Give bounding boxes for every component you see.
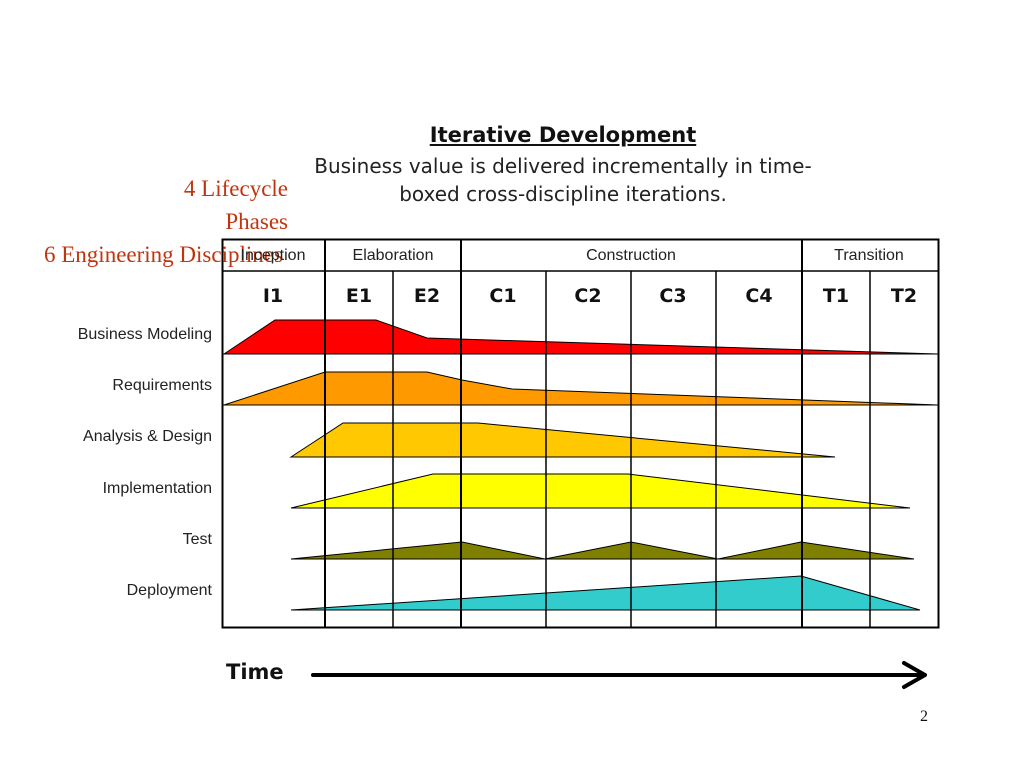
time-arrow-head-icon xyxy=(902,661,927,689)
phase-label-inception: Inception xyxy=(241,247,306,264)
iteration-label-t1: T1 xyxy=(823,285,849,307)
engineering-disciplines-note: 6 Engineering Disciplines xyxy=(44,242,283,267)
diagram-title: Iterative Development xyxy=(429,123,697,147)
phase-label-elaboration: Elaboration xyxy=(353,247,434,264)
page-number: 2 xyxy=(920,708,928,725)
grid-frame xyxy=(221,238,940,629)
iteration-label-c2: C2 xyxy=(574,285,601,307)
diagram-subtitle: Business value is delivered incrementall… xyxy=(314,154,812,206)
iteration-label-t2: T2 xyxy=(891,285,917,307)
discipline-label-implementation: Implementation xyxy=(102,480,212,497)
discipline-label-business-modeling: Business Modeling xyxy=(77,326,212,343)
discipline-label-requirements: Requirements xyxy=(112,377,212,394)
discipline-label-deployment: Deployment xyxy=(126,582,212,599)
deployment-effort-shape xyxy=(290,575,921,611)
iteration-label-c1: C1 xyxy=(489,285,516,307)
iteration-label-c3: C3 xyxy=(659,285,686,307)
iteration-label-e2: E2 xyxy=(414,285,440,307)
requirements-effort-shape xyxy=(223,371,939,406)
discipline-label-test: Test xyxy=(182,531,212,548)
analysis-design-effort-shape xyxy=(289,422,836,458)
business-modeling-effort-shape xyxy=(222,319,939,355)
test-effort-shape xyxy=(290,541,915,560)
time-axis-label: Time xyxy=(226,660,284,684)
iteration-label-i1: I1 xyxy=(263,285,283,307)
phase-label-construction: Construction xyxy=(586,247,676,264)
iteration-label-e1: E1 xyxy=(346,285,372,307)
lifecycle-phases-note: 4 Lifecycle Phases xyxy=(183,176,288,234)
iteration-label-c4: C4 xyxy=(745,285,772,307)
implementation-effort-shape xyxy=(290,473,911,509)
phase-label-transition: Transition xyxy=(834,247,904,264)
discipline-label-analysis-design: Analysis & Design xyxy=(83,428,212,445)
